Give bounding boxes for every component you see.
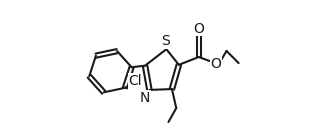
- Text: O: O: [193, 22, 204, 36]
- Text: O: O: [210, 57, 221, 71]
- Text: S: S: [161, 34, 170, 48]
- Text: Cl: Cl: [128, 74, 142, 88]
- Text: N: N: [140, 91, 150, 105]
